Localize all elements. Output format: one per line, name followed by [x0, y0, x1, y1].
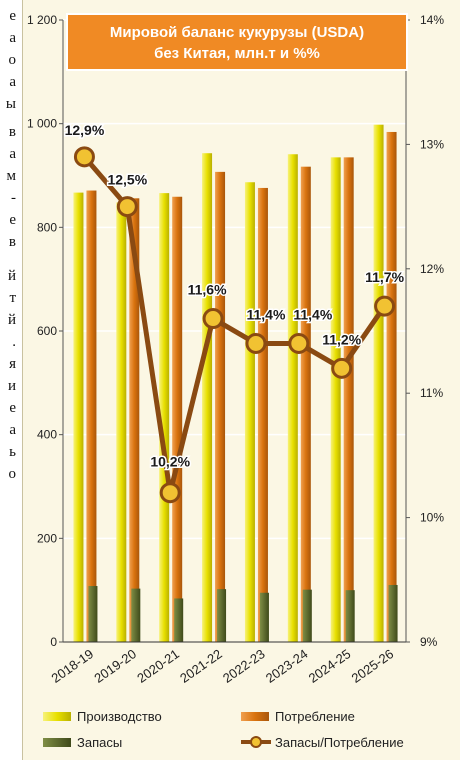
bar-stocks: [174, 598, 184, 642]
left-tick-label: 600: [37, 324, 57, 338]
left-tick-label: 1 000: [27, 117, 57, 131]
ratio-data-label: 11,4%: [246, 306, 285, 322]
ratio-marker: [245, 332, 267, 354]
ratio-data-label: 11,7%: [365, 269, 404, 285]
ratio-data-label: 12,5%: [107, 172, 147, 188]
category-label: 2024-25: [306, 646, 354, 686]
right-tick-label: 14%: [420, 13, 444, 27]
category-label: 2018-19: [48, 646, 96, 686]
bar-stocks: [259, 592, 269, 642]
bar-stocks: [217, 589, 227, 642]
bar-production: [373, 124, 384, 643]
ratio-data-label: 11,2%: [322, 331, 361, 347]
bar-consumption: [215, 171, 226, 642]
bar-production: [159, 193, 170, 642]
bar-consumption: [257, 187, 268, 642]
article-text-fragment: т: [9, 290, 16, 306]
legend-label: Запасы/Потребление: [275, 735, 404, 750]
legend-swatch: [241, 712, 269, 721]
article-text-fragment: -: [11, 190, 16, 206]
article-text-fragment: й: [7, 268, 16, 284]
legend-label: Запасы: [77, 735, 122, 750]
bar-stocks: [88, 586, 98, 642]
legend-swatch: [43, 738, 71, 747]
bar-production: [244, 182, 255, 642]
bar-stocks: [345, 590, 355, 642]
article-text-fragment: о: [8, 52, 17, 68]
ratio-data-label: 11,6%: [188, 282, 227, 298]
right-tick-label: 10%: [420, 511, 444, 525]
ratio-marker: [288, 332, 310, 354]
bar-consumption: [386, 131, 397, 642]
ratio-data-label: 10,2%: [150, 454, 190, 470]
category-label: 2019-20: [91, 646, 139, 686]
bar-production: [330, 157, 341, 642]
ratio-marker: [374, 295, 396, 317]
bar-consumption: [300, 166, 311, 642]
bar-stocks: [131, 588, 141, 642]
category-label: 2023-24: [263, 646, 311, 686]
category-label: 2022-23: [220, 646, 268, 686]
left-tick-label: 1 200: [27, 13, 57, 27]
left-tick-label: 0: [50, 635, 57, 649]
chart-title-line-1: Мировой баланс кукурузы (USDA): [110, 24, 364, 41]
article-text-fragment: а: [9, 30, 16, 46]
article-text-fragment: ы: [5, 96, 16, 112]
bar-consumption: [172, 196, 183, 643]
bar-production: [287, 154, 298, 642]
chart-title-line-2: без Китая, млн.т и %%: [154, 45, 320, 62]
bar-consumption: [129, 198, 140, 642]
bar-stocks: [388, 584, 398, 642]
article-text-fragment: е: [9, 400, 16, 416]
bar-stocks: [302, 589, 312, 642]
article-text-fragment: а: [9, 146, 16, 162]
title-box: [66, 13, 408, 71]
article-text-fragment: я: [9, 356, 16, 372]
article-text-fragment: е: [9, 212, 16, 228]
ratio-marker: [331, 357, 353, 379]
article-text-fragment: в: [8, 234, 16, 250]
article-text-fragment: и: [7, 378, 16, 394]
legend-label: Производство: [77, 709, 162, 724]
article-text-fragment: е: [9, 8, 16, 24]
corn-balance-chart: 12,9% 12,5% 10,2% 11,6% 11,4% 11,4% 11,2% 11,7%…: [27, 13, 444, 750]
bar-consumption: [343, 157, 354, 642]
article-text-fragment: .: [12, 334, 16, 350]
left-tick-label: 800: [37, 220, 57, 234]
category-label: 2021-22: [177, 646, 225, 686]
bar-consumption: [86, 190, 97, 642]
ratio-data-label: 11,4%: [293, 306, 332, 322]
left-tick-label: 400: [37, 428, 57, 442]
category-label: 2025-26: [349, 646, 397, 686]
ratio-marker: [159, 482, 181, 504]
article-text-fragment: а: [9, 74, 16, 90]
legend-label: Потребление: [275, 709, 355, 724]
article-text-fragment: а: [9, 422, 16, 438]
ratio-data-label: 12,9%: [65, 122, 105, 138]
legend-marker-swatch: [250, 736, 262, 748]
bar-production: [73, 192, 84, 643]
ratio-marker: [116, 196, 138, 218]
article-text-fragment: ь: [9, 444, 16, 460]
right-tick-label: 11%: [420, 386, 443, 400]
right-tick-label: 13%: [420, 137, 444, 151]
bar-production: [116, 202, 127, 642]
left-tick-label: 200: [37, 531, 57, 545]
right-tick-label: 9%: [420, 635, 438, 649]
right-tick-label: 12%: [420, 262, 444, 276]
ratio-marker: [202, 308, 224, 330]
chart-panel: 12,9% 12,5% 10,2% 11,6% 11,4% 11,4% 11,2% 11,7%…: [22, 0, 460, 760]
bar-production: [202, 153, 213, 642]
article-text-fragment: о: [8, 466, 17, 482]
legend-swatch: [43, 712, 71, 721]
article-text-fragment: м: [6, 168, 17, 184]
article-text-fragment: й: [7, 312, 16, 328]
article-text-fragment: в: [8, 124, 16, 140]
category-label: 2020-21: [134, 646, 182, 686]
ratio-marker: [73, 146, 95, 168]
